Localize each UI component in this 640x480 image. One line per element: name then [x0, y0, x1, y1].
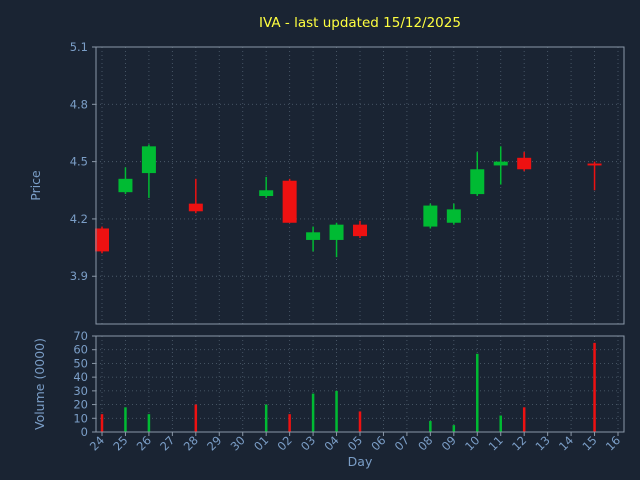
volume-bars — [100, 342, 596, 432]
candle-body-25 — [118, 178, 133, 193]
x-tick-label: 16 — [603, 433, 623, 453]
volume-tick-label: 20 — [73, 398, 88, 412]
candle-body-05 — [353, 224, 367, 237]
x-tick-label: 24 — [87, 433, 107, 453]
x-axis-label: Day — [348, 454, 373, 469]
price-tick-label: 4.5 — [70, 155, 88, 169]
candle-body-26 — [141, 146, 156, 174]
x-tick-label: 30 — [228, 433, 248, 453]
x-tick-label: 08 — [415, 433, 435, 453]
x-tick-label: 28 — [181, 433, 201, 453]
candle-body-09 — [446, 209, 461, 223]
x-tick-label: 25 — [110, 433, 130, 453]
x-tick-label: 02 — [275, 433, 295, 453]
price-tick-label: 5.1 — [70, 40, 88, 54]
candle-body-04 — [329, 224, 344, 240]
volume-tick-label: 0 — [81, 425, 88, 439]
x-tick-label: 04 — [321, 433, 341, 453]
x-tick-label: 09 — [439, 433, 459, 453]
x-tick-label: 27 — [157, 433, 177, 453]
candle-body-24 — [95, 228, 109, 252]
volume-bar-03 — [311, 393, 315, 432]
candle-body-12 — [517, 157, 532, 170]
volume-bar-11 — [499, 415, 502, 432]
x-tick-label: 15 — [579, 433, 599, 453]
candle-body-28 — [188, 203, 203, 212]
x-tick-label: 11 — [486, 433, 506, 453]
candle-body-02 — [282, 180, 297, 223]
chart-title: IVA - last updated 15/12/2025 — [259, 15, 461, 31]
volume-bar-12 — [522, 407, 526, 432]
volume-axis-label: Volume (0000) — [32, 338, 47, 430]
volume-bar-28 — [194, 404, 198, 432]
price-axis-label: Price — [28, 170, 43, 201]
price-tick-label: 3.9 — [70, 269, 88, 283]
x-tick-label: 14 — [556, 433, 576, 453]
price-axes-frame — [95, 46, 625, 325]
volume-bar-04 — [335, 390, 338, 432]
gridlines — [96, 46, 624, 433]
x-tick-label: 01 — [251, 433, 271, 453]
volume-tick-label: 50 — [73, 356, 88, 370]
x-tick-label: 06 — [368, 433, 388, 453]
x-tick-label: 05 — [345, 433, 365, 453]
volume-bar-26 — [147, 414, 151, 432]
volume-tick-label: 30 — [73, 384, 88, 398]
volume-bar-02 — [288, 414, 291, 432]
volume-bar-08 — [429, 421, 432, 432]
volume-bar-10 — [476, 353, 479, 432]
volume-bar-25 — [124, 407, 127, 432]
volume-bar-09 — [452, 425, 456, 432]
x-tick-label: 13 — [533, 433, 553, 453]
price-tick-label: 4.2 — [70, 212, 88, 226]
candle-body-11 — [493, 161, 508, 166]
price-tick-label: 4.8 — [70, 97, 88, 111]
volume-tick-label: 40 — [73, 370, 88, 384]
volume-tick-label: 70 — [73, 329, 88, 343]
candle-body-08 — [423, 205, 438, 227]
x-tick-label: 29 — [204, 433, 224, 453]
x-tick-label: 10 — [462, 433, 482, 453]
candle-body-03 — [306, 232, 321, 240]
x-tick-label: 07 — [392, 433, 412, 453]
volume-bar-15 — [593, 342, 596, 432]
volume-tick-label: 10 — [73, 411, 88, 425]
volume-bar-01 — [264, 404, 268, 432]
candles — [95, 144, 602, 258]
candle-body-01 — [259, 190, 274, 197]
volume-bar-05 — [358, 411, 362, 432]
x-tick-label: 26 — [134, 433, 154, 453]
volume-bar-24 — [100, 414, 104, 432]
candle-body-10 — [470, 169, 485, 195]
candle-body-15 — [587, 163, 602, 166]
x-tick-label: 12 — [509, 433, 529, 453]
volume-tick-label: 60 — [73, 343, 88, 357]
x-tick-label: 03 — [298, 433, 318, 453]
